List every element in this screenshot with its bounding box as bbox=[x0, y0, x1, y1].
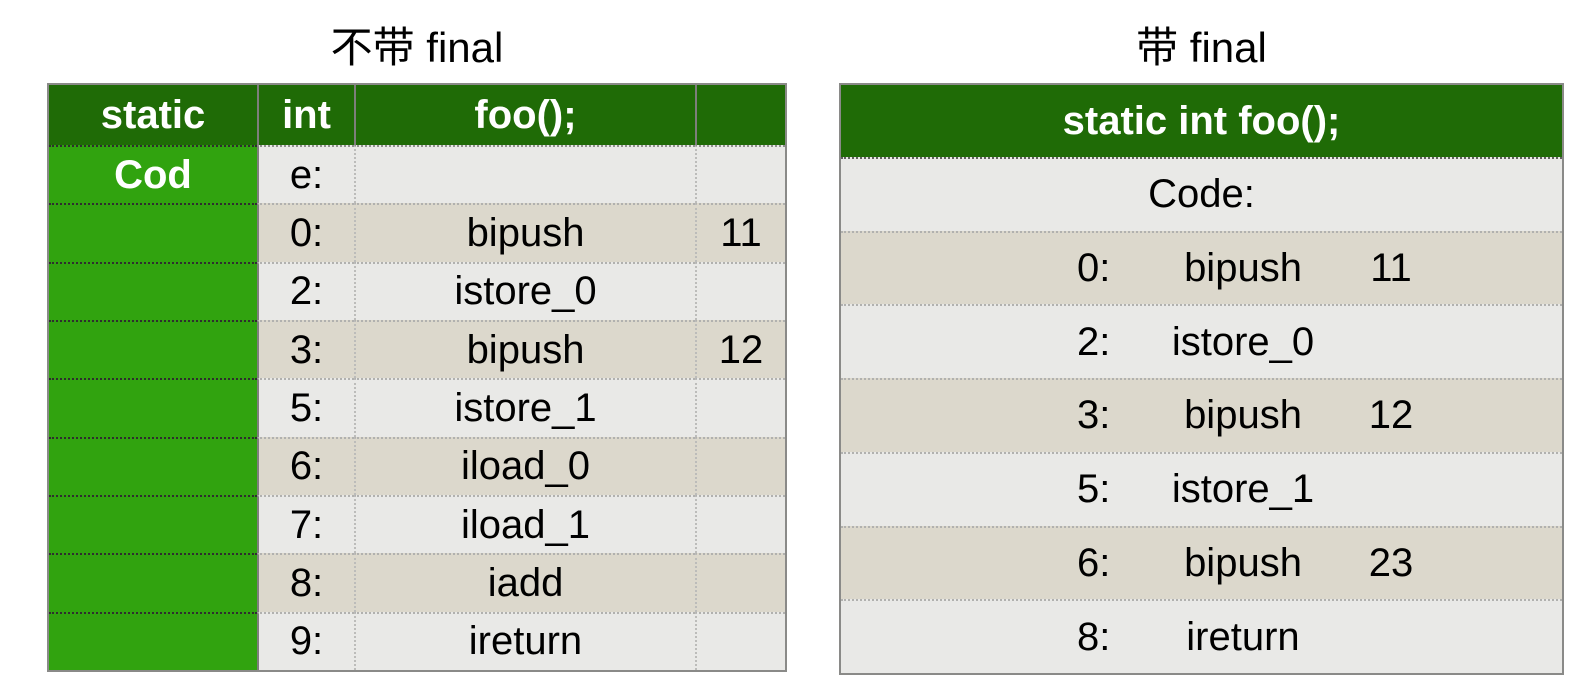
operand-cell bbox=[695, 553, 785, 612]
bytecode-table-no-final: static int foo(); Cod e: 0: bipush 11 2:… bbox=[47, 83, 787, 672]
index-cell: 8: bbox=[1077, 614, 1111, 659]
index-cell: 8: bbox=[257, 553, 354, 612]
instruction-cell: iadd bbox=[354, 553, 695, 612]
table-row: 2: istore_0 bbox=[841, 304, 1562, 379]
green-column-cell bbox=[49, 553, 257, 612]
table-row: 0: bipush 11 bbox=[841, 230, 1562, 305]
index-cell: 0: bbox=[257, 203, 354, 262]
index-cell: 9: bbox=[257, 611, 354, 670]
index-cell: 0: bbox=[1077, 246, 1111, 291]
instruction-cell: ireturn bbox=[1186, 614, 1300, 659]
instruction-cell: istore_0 bbox=[354, 261, 695, 320]
bytecode-table-with-final: static int foo(); Code: 0: bipush 11 2: … bbox=[839, 83, 1564, 675]
instruction-cell: bipush bbox=[354, 203, 695, 262]
table-row: 6: bipush 23 bbox=[841, 525, 1562, 600]
instruction-cell: bipush bbox=[1184, 393, 1302, 438]
operand-cell: 11 bbox=[1370, 246, 1412, 291]
operand-cell: 12 bbox=[1368, 393, 1414, 438]
code-label-cell: Code: bbox=[841, 157, 1562, 231]
operand-cell: 11 bbox=[695, 203, 785, 262]
index-cell: 3: bbox=[257, 319, 354, 379]
green-column-cell bbox=[49, 611, 257, 670]
green-column-cell bbox=[49, 378, 257, 437]
table-row: 5: istore_1 bbox=[841, 451, 1562, 526]
green-column-cell bbox=[49, 261, 257, 320]
operand-cell: 23 bbox=[1368, 540, 1414, 585]
index-cell: 2: bbox=[257, 261, 354, 320]
instruction-cell: istore_1 bbox=[1171, 467, 1315, 512]
instruction-cell: bipush bbox=[354, 319, 695, 379]
table-row: 8: ireturn bbox=[841, 599, 1562, 673]
green-column-cell bbox=[49, 319, 257, 379]
index-cell: 6: bbox=[257, 436, 354, 495]
index-cell: 6: bbox=[1077, 540, 1111, 585]
instruction-cell: bipush bbox=[1184, 246, 1302, 291]
index-cell: 5: bbox=[1077, 467, 1111, 512]
operand-cell bbox=[695, 145, 785, 204]
header-cell-signature: static int foo(); bbox=[841, 85, 1562, 157]
instruction-cell bbox=[354, 145, 695, 204]
operand-cell bbox=[695, 261, 785, 320]
code-label-cell: e: bbox=[257, 145, 354, 204]
instruction-cell: ireturn bbox=[354, 611, 695, 670]
green-column-cell bbox=[49, 203, 257, 262]
instruction-cell: istore_0 bbox=[1171, 319, 1315, 364]
header-cell-empty bbox=[695, 85, 785, 145]
instruction-cell: istore_1 bbox=[354, 378, 695, 437]
operand-cell bbox=[695, 611, 785, 670]
green-column-cell bbox=[49, 436, 257, 495]
index-cell: 3: bbox=[1077, 393, 1111, 438]
header-cell-static: static bbox=[49, 85, 257, 145]
operand-cell bbox=[695, 436, 785, 495]
table-row: 3: bipush 12 bbox=[841, 378, 1562, 452]
header-cell-foo: foo(); bbox=[354, 85, 695, 145]
index-cell: 5: bbox=[257, 378, 354, 437]
instruction-cell: iload_1 bbox=[354, 494, 695, 554]
instruction-cell: iload_0 bbox=[354, 436, 695, 495]
index-cell: 7: bbox=[257, 494, 354, 554]
operand-cell: 12 bbox=[695, 319, 785, 379]
operand-cell bbox=[695, 378, 785, 437]
operand-cell bbox=[695, 494, 785, 554]
code-label-cell: Cod bbox=[49, 145, 257, 204]
header-cell-int: int bbox=[257, 85, 354, 145]
index-cell: 2: bbox=[1077, 319, 1111, 364]
instruction-cell: bipush bbox=[1184, 540, 1302, 585]
left-table-title: 不带 final bbox=[330, 24, 504, 71]
green-column-cell bbox=[49, 494, 257, 554]
right-table-title: 带 final bbox=[1136, 24, 1267, 71]
